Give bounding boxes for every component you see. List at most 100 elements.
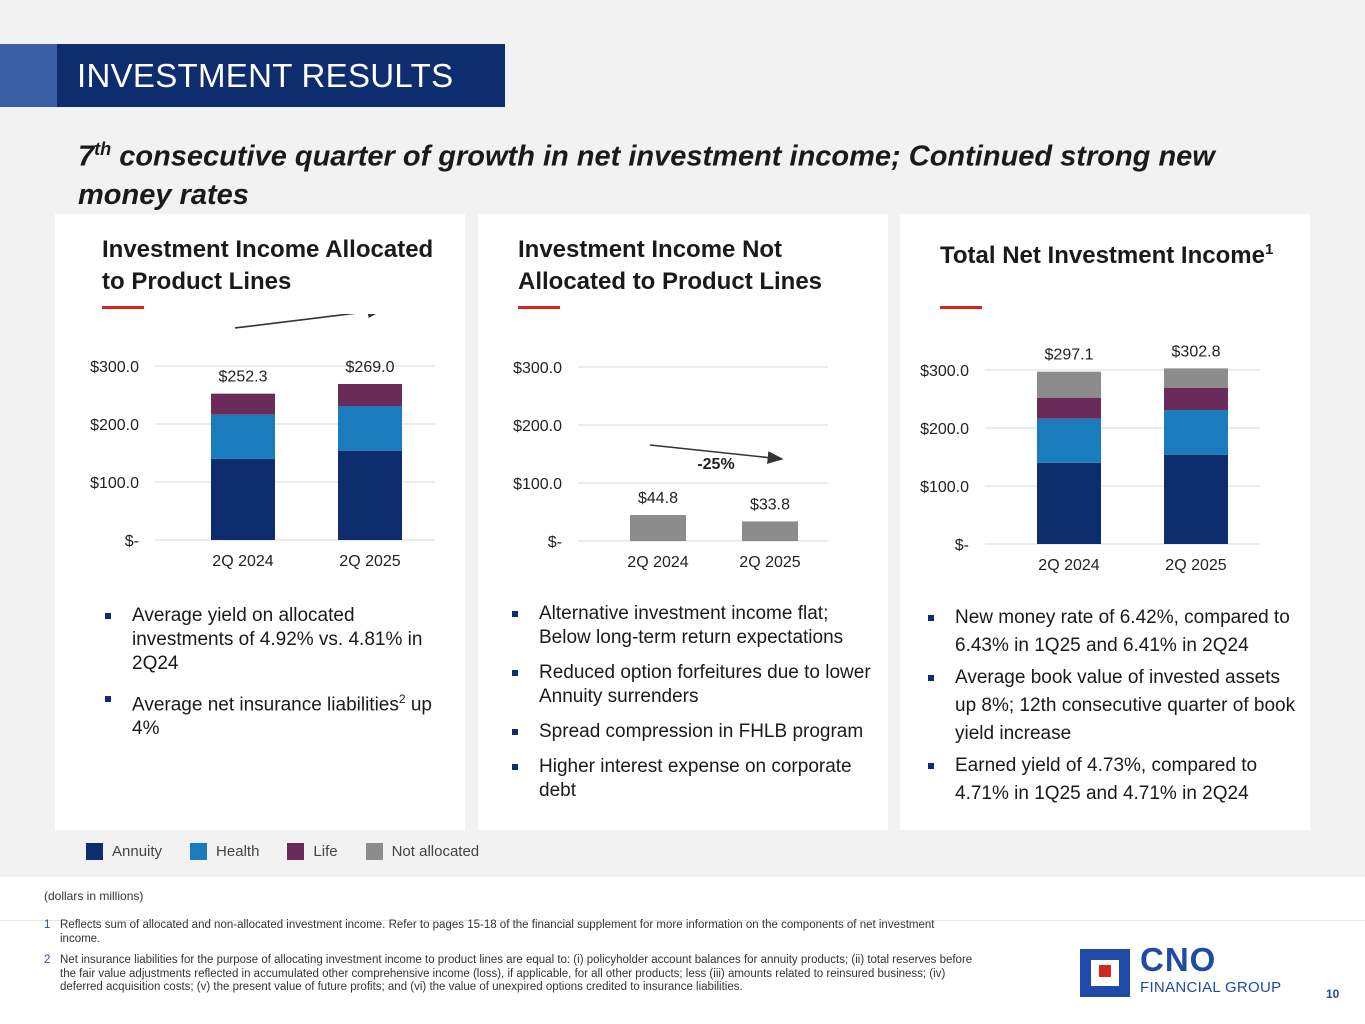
panel-title-text: Investment Income Not Allocated to Produ… [518,236,823,295]
bar-total-label: $297.1 [1045,347,1094,364]
bullet-text: Average book value of invested assets up… [955,667,1296,744]
bullet-text: Alternative investment income flat; Belo… [539,603,844,648]
footnote-text: Reflects sum of allocated and non-alloca… [60,919,935,945]
legend-label: Life [313,843,338,860]
bar-segment [1164,387,1228,411]
accent-rule [102,306,144,309]
y-tick-label: $300.0 [920,363,969,380]
footer: (dollars in millions) 1 Reflects sum of a… [0,877,1365,1024]
y-tick-label: $200.0 [90,417,139,434]
legend-swatch [365,843,383,860]
x-tick-label: 2Q 2024 [212,553,273,570]
bar-segment [338,383,402,407]
bullet-item: Average net insurance liabilities2 up 4% [105,687,435,741]
bullet-item: Alternative investment income flat; Belo… [512,602,882,650]
subtitle-number: 7 [78,140,95,173]
legend-swatch [287,843,305,860]
footer-divider [0,920,1365,921]
bullet-text: New money rate of 6.42%, compared to 6.4… [955,607,1290,656]
bar-segment [1037,371,1101,398]
change-arrow [649,444,784,464]
x-tick-label: 2Q 2025 [339,553,400,570]
bullet-list: Alternative investment income flat; Belo… [512,602,882,814]
bar-total-label: $44.8 [638,490,678,507]
accent-rule [940,306,982,309]
y-tick-label: $100.0 [90,475,139,492]
bar-segment [338,450,402,540]
panel-title: Total Net Investment Income1 [940,234,1300,272]
panel-title: Investment Income Allocated to Product L… [102,234,462,298]
bar-segment [211,458,275,540]
slide-title: INVESTMENT RESULTS [57,44,505,107]
bar-total-label: $33.8 [750,496,790,513]
legend-item-not-allocated: Not allocated [365,843,479,860]
y-tick-label: $- [548,534,562,551]
chart-allocated: $- $100.0 $200.0 $300.0 $252.3 2Q 2024 $269.0 2… [90,314,435,570]
x-tick-label: 2Q 2024 [627,554,688,571]
footnote-number: 2 [44,954,51,966]
footnote-text: Net insurance liabilities for the purpos… [60,954,973,993]
y-tick-label: $100.0 [513,476,562,493]
y-tick-label: $300.0 [90,359,139,376]
subtitle-text: consecutive quarter of growth in net inv… [78,140,1215,211]
bullet-text: Earned yield of 4.73%, compared to 4.71%… [955,755,1258,804]
bullet-item: Spread compression in FHLB program [512,720,882,744]
bar-segment [1037,418,1101,463]
change-arrow [234,314,384,329]
x-tick-label: 2Q 2025 [1165,557,1226,574]
legend-swatch [190,843,208,860]
bullet-item: Higher interest expense on corporate deb… [512,755,882,803]
bullet-list: Average yield on allocated investments o… [105,604,435,752]
bullet-text: Reduced option forfeitures due to lower … [539,662,871,707]
legend-item-annuity: Annuity [86,843,162,860]
legend-swatch [86,843,103,860]
title-stripe [0,44,57,107]
logo-subtitle: FINANCIAL GROUP [1140,979,1282,996]
y-tick-label: $- [955,537,969,554]
y-tick-label: $300.0 [513,360,562,377]
panel-allocated: Investment Income Allocated to Product L… [55,214,465,830]
chart-total: $- $100.0 $200.0 $300.0 $297.1 2Q 2024 $302.8 2… [920,343,1260,574]
panel-title-text: Investment Income Allocated to Product L… [102,236,434,295]
panel-not-allocated: Investment Income Not Allocated to Produ… [478,214,888,830]
bullet-list: New money rate of 6.42%, compared to 6.4… [928,604,1298,812]
logo-name: CNO [1140,941,1217,978]
bullet-text: Average yield on allocated investments o… [132,605,423,674]
legend-label: Health [216,843,260,860]
legend-label: Annuity [112,843,163,860]
bar-segment [211,393,275,415]
bullet-item: Average yield on allocated investments o… [105,604,435,676]
legend-item-health: Health [190,843,259,860]
panel-title-text: Total Net Investment Income [940,242,1265,269]
legend-item-life: Life [287,843,338,860]
subtitle-sup: th [94,139,112,159]
bar-segment [338,406,402,451]
y-tick-label: $200.0 [513,418,562,435]
bullet-text: up 4% [132,694,432,740]
bullet-item: Average book value of invested assets up… [928,664,1298,748]
footnote-ref: 1 [1264,241,1274,258]
company-logo: CNO FINANCIAL GROUP [1080,941,1282,999]
bar-segment [742,521,798,541]
footnote: 1 Reflects sum of allocated and non-alloc… [44,919,974,946]
y-tick-label: $- [125,533,139,550]
bar-segment [630,515,686,541]
logo-mark-icon [1080,949,1130,997]
bullet-item: Reduced option forfeitures due to lower … [512,661,882,709]
accent-rule [518,306,560,309]
bullet-text: Higher interest expense on corporate deb… [539,756,852,801]
y-tick-label: $100.0 [920,479,969,496]
panel-title: Investment Income Not Allocated to Produ… [518,234,878,298]
bar-segment [1037,462,1101,544]
footnote: 2 Net insurance liabilities for the purpo… [44,954,974,995]
bullet-text: Average net insurance liabilities [132,694,399,716]
bar-segment [1164,410,1228,455]
slide-subtitle: 7th consecutive quarter of growth in net… [78,130,1308,214]
page-number: 10 [1326,987,1340,1001]
change-label: -25% [697,456,734,473]
bullet-item: New money rate of 6.42%, compared to 6.4… [928,604,1298,660]
bullet-text: Spread compression in FHLB program [539,721,864,742]
bar-segment [211,414,275,459]
bar-segment [1164,454,1228,544]
bar-segment [1037,397,1101,419]
